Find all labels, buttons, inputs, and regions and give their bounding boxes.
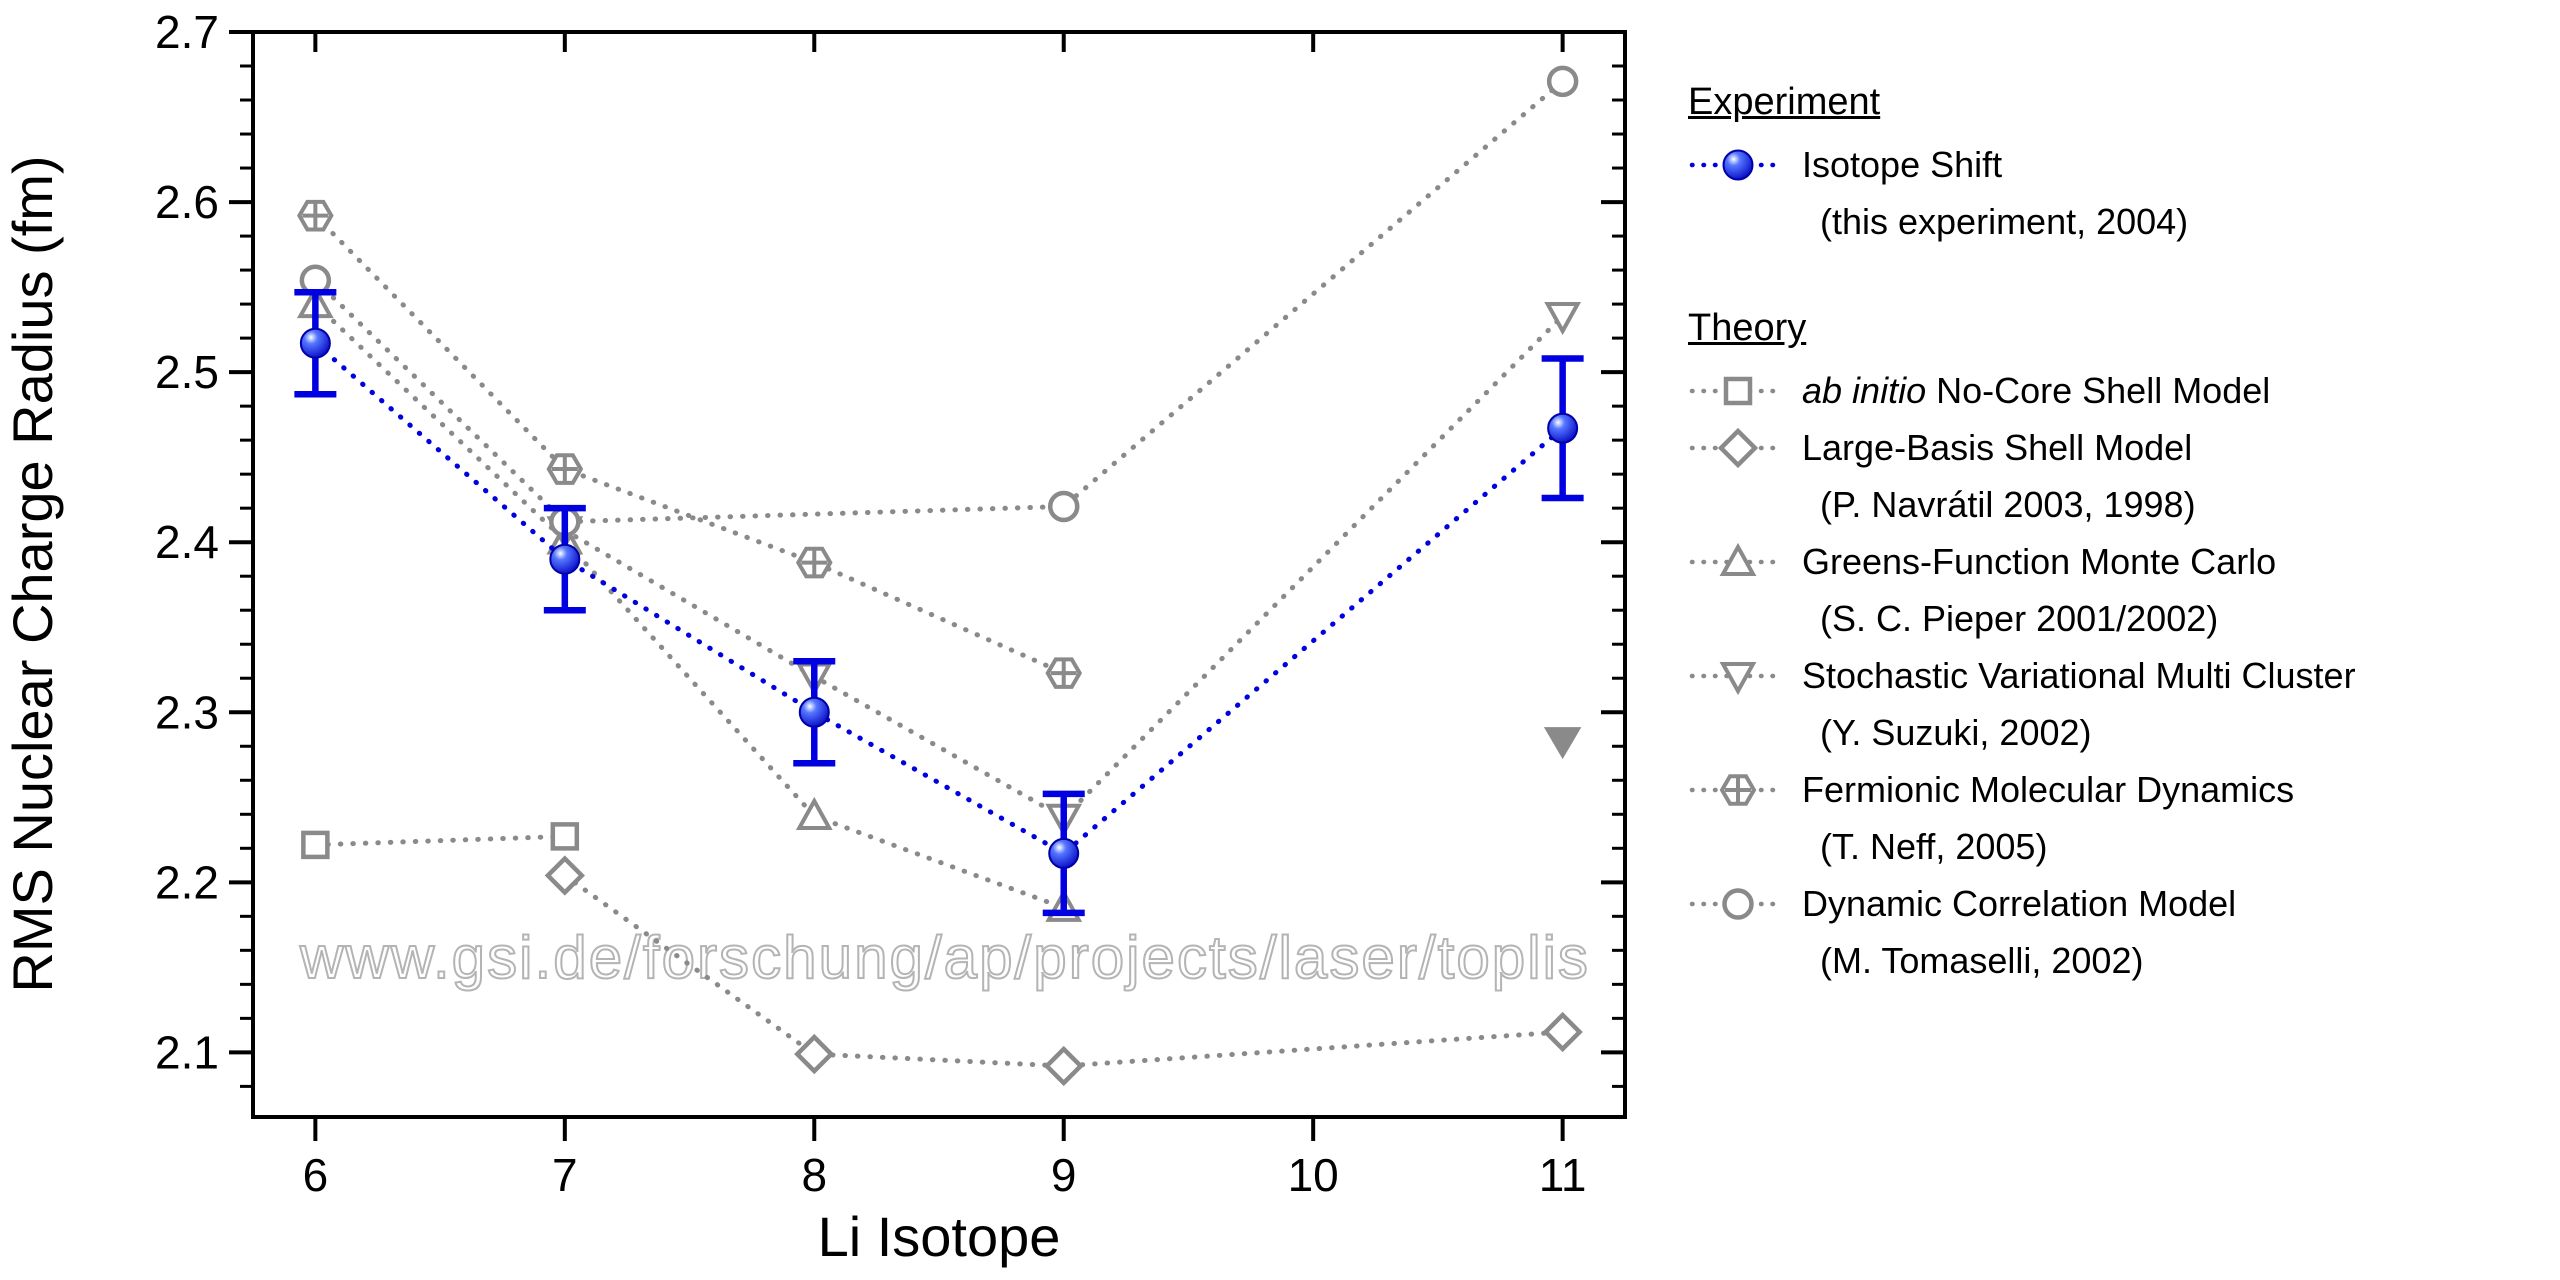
legend-item: Large-Basis Shell Model (1688, 419, 2558, 476)
legend-header: Theory (1688, 307, 1807, 349)
legend-sublabel: (Y. Suzuki, 2002) (1820, 712, 2092, 753)
x-tick-label: 6 (303, 1149, 329, 1201)
legend: Experiment Isotope Shift (this experiment,… (1688, 78, 2558, 1043)
legend-section-experiment: Experiment Isotope Shift (this experiment,… (1688, 78, 2558, 250)
legend-sublabel: (this experiment, 2004) (1820, 201, 2189, 242)
x-tick-label: 10 (1288, 1149, 1339, 1201)
ball-icon (1689, 149, 1787, 180)
axis-ticks: 2.1 2.2 2.3 2.4 2.5 2.6 2.7 6 7 8 9 10 11 (155, 6, 1625, 1201)
legend-section-theory: Theory ab initio No-Core Shell Model Large… (1688, 304, 2558, 989)
y-tick-label: 2.1 (155, 1026, 219, 1078)
legend-sublabel: (S. C. Pieper 2001/2002) (1820, 598, 2219, 639)
y-tick-label: 2.5 (155, 346, 219, 398)
series-circle-plus (297, 199, 1083, 689)
legend-sublabel: (M. Tomaselli, 2002) (1820, 940, 2144, 981)
y-tick-label: 2.7 (155, 6, 219, 58)
series-triangle-down (546, 302, 1582, 837)
legend-item: Greens-Function Monte Carlo (1688, 533, 2558, 590)
legend-header: Experiment (1688, 81, 1881, 123)
legend-item: ab initio No-Core Shell Model (1688, 362, 2558, 419)
y-tick-label: 2.4 (155, 516, 219, 568)
series-diamond (544, 855, 1583, 1087)
series-triangle-down-filled (1543, 727, 1582, 760)
circle-plus-icon (1689, 773, 1787, 806)
legend-sublabel: (P. Navrátil 2003, 1998) (1820, 484, 2196, 525)
legend-label: Isotope Shift (1802, 144, 2003, 185)
x-tick-label: 9 (1051, 1149, 1077, 1201)
plot-frame (251, 30, 1627, 1119)
series-ball (294, 288, 1584, 917)
legend-sublabel: (T. Neff, 2005) (1820, 826, 2048, 867)
legend-item: Isotope Shift (1688, 136, 2558, 193)
y-tick-label: 2.2 (155, 856, 219, 908)
legend-label: Greens-Function Monte Carlo (1802, 541, 2277, 582)
series-circle (299, 65, 1579, 538)
legend-label: Dynamic Correlation Model (1802, 883, 2237, 924)
series-triangle-up (296, 284, 1083, 922)
legend-item: Dynamic Correlation Model (1688, 875, 2558, 932)
x-tick-label: 11 (1539, 1149, 1587, 1201)
watermark: www.gsi.de/forschung/ap/projects/laser/t… (299, 924, 1590, 991)
series-square (301, 822, 580, 860)
y-axis-label: RMS Nuclear Charge Radius (fm) (1, 155, 64, 992)
diamond-icon (1689, 427, 1787, 468)
x-axis-label: Li Isotope (818, 1205, 1061, 1268)
y-tick-label: 2.3 (155, 686, 219, 738)
triangle-up-icon (1689, 542, 1787, 576)
triangle-down-icon (1689, 661, 1787, 695)
circle-icon (1689, 887, 1787, 920)
x-tick-label: 8 (801, 1149, 827, 1201)
x-tick-label: 7 (552, 1149, 578, 1201)
legend-label: Large-Basis Shell Model (1802, 427, 2193, 468)
legend-item: Fermionic Molecular Dynamics (1688, 761, 2558, 818)
legend-item: Stochastic Variational Multi Cluster (1688, 647, 2558, 704)
legend-label: Fermionic Molecular Dynamics (1802, 769, 2295, 810)
square-icon (1689, 376, 1787, 405)
legend-label: ab initio No-Core Shell Model (1802, 370, 2271, 411)
legend-label: Stochastic Variational Multi Cluster (1802, 655, 2356, 696)
data-series (294, 65, 1584, 1087)
y-tick-label: 2.6 (155, 176, 219, 228)
